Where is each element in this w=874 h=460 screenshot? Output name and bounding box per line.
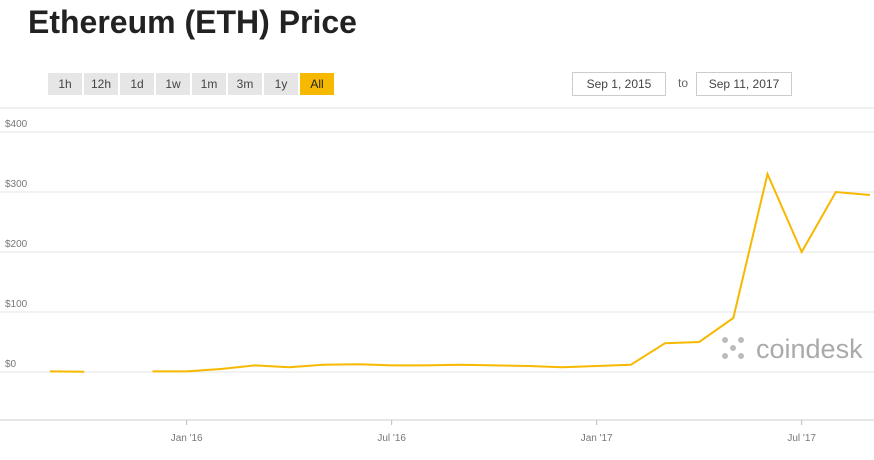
range-button[interactable]: 3m [228,73,262,95]
y-tick-label: $100 [5,299,28,310]
range-button[interactable]: 1h [48,73,82,95]
range-button[interactable]: 12h [84,73,118,95]
y-tick-label: $0 [5,359,17,370]
y-tick-label: $300 [5,179,28,190]
y-tick-label: $400 [5,119,28,130]
range-button[interactable]: 1w [156,73,190,95]
watermark: coindesk [756,334,863,364]
x-tick-label: Jul '16 [377,433,406,444]
x-tick-label: Jan '17 [581,433,613,444]
watermark-icon [738,353,744,359]
date-separator: to [678,76,689,90]
price-line [49,170,871,373]
date-from[interactable]: Sep 1, 2015 [572,72,666,96]
range-buttons: 1h 12h 1d 1w 1m 3m 1y All [48,73,334,95]
x-tick-label: Jan '16 [171,433,203,444]
watermark-icon [730,345,736,351]
x-tick-label: Jul '17 [787,433,816,444]
range-button[interactable]: All [300,73,334,95]
range-button[interactable]: 1m [192,73,226,95]
watermark-icon [738,337,744,343]
y-tick-label: $200 [5,239,28,250]
watermark-icon [722,353,728,359]
watermark-icon [722,337,728,343]
date-to[interactable]: Sep 11, 2017 [696,72,792,96]
range-button[interactable]: 1y [264,73,298,95]
range-button[interactable]: 1d [120,73,154,95]
page-title: Ethereum (ETH) Price [28,4,357,40]
